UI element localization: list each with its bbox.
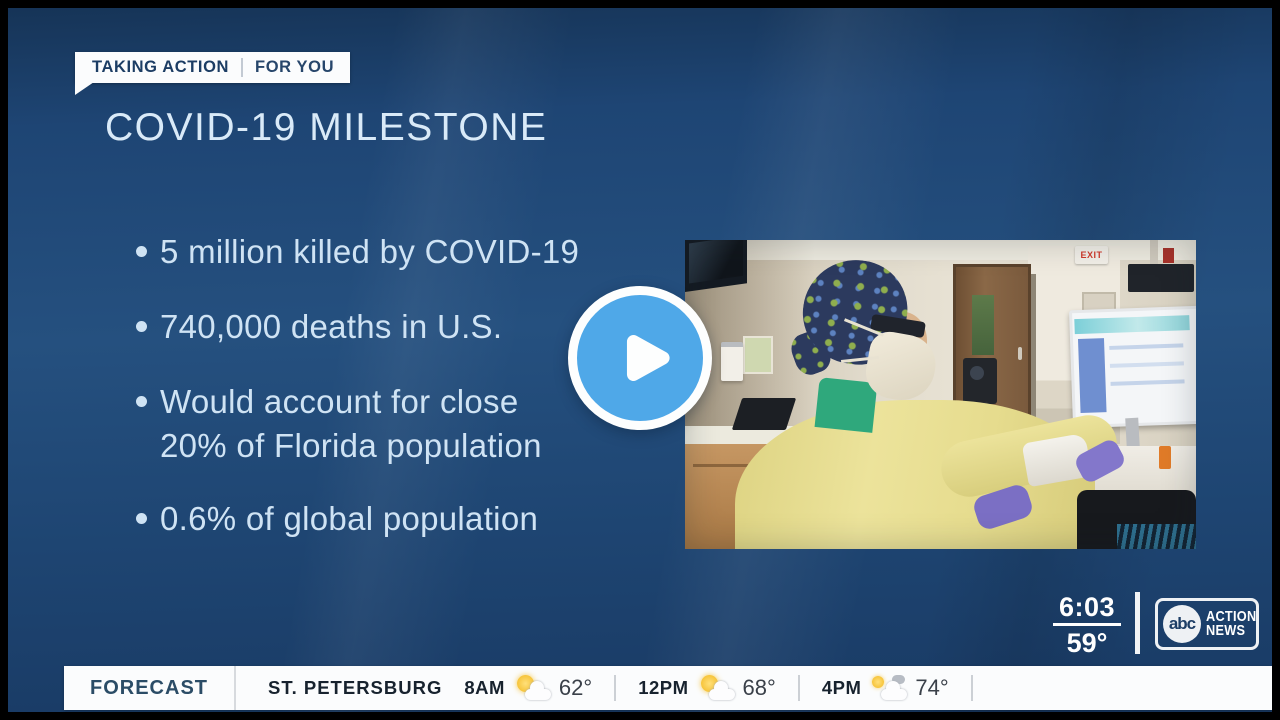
equipment-light xyxy=(1163,248,1174,263)
forecast-divider xyxy=(797,675,800,701)
forecast-entry: 12PM 68° xyxy=(638,674,776,702)
headline: COVID-19 MILESTONE xyxy=(105,106,548,149)
ceiling-mount-pole xyxy=(1150,240,1158,268)
logo-line-news: NEWS xyxy=(1206,622,1246,639)
camera-on-tripod xyxy=(963,358,997,404)
forecast-time: 8AM xyxy=(464,677,505,698)
wall-papers xyxy=(743,336,773,374)
mostly-cloudy-icon xyxy=(871,674,908,702)
bullet-text: 740,000 deaths in U.S. xyxy=(160,305,502,349)
exit-sign: EXIT xyxy=(1075,246,1108,264)
forecast-temp: 62° xyxy=(558,675,593,700)
green-scrubs xyxy=(814,377,878,433)
hallway-corner xyxy=(1028,274,1036,420)
partly-sunny-icon xyxy=(515,674,551,702)
forecast-divider xyxy=(970,675,973,701)
bullet-text: Would account for close 20% of Florida p… xyxy=(160,380,542,468)
status-divider xyxy=(1135,592,1140,654)
cable-bundle xyxy=(1117,524,1196,549)
current-temperature: 59° xyxy=(1066,628,1108,658)
bullet-item: 740,000 deaths in U.S. xyxy=(136,305,736,349)
medicine-bottle xyxy=(1159,446,1171,469)
abc-logo-text: ACTION NEWS xyxy=(1206,607,1257,639)
forecast-city: ST. PETERSBURG xyxy=(268,677,443,698)
bullet-list: 5 million killed by COVID-19 740,000 dea… xyxy=(136,230,736,541)
bullet-line: 20% of Florida population xyxy=(160,427,542,464)
bullet-text: 0.6% of global population xyxy=(160,497,538,541)
gray-cloud-glyph xyxy=(892,675,906,684)
news-graphic-stage: TAKING ACTION FOR YOU COVID-19 MILESTONE… xyxy=(8,8,1272,712)
healthcare-worker-figure xyxy=(725,253,1128,549)
forecast-time: 12PM xyxy=(638,677,689,698)
forecast-entry: 4PM 74° xyxy=(822,674,949,702)
sun-glyph xyxy=(872,676,885,688)
cloud-glyph xyxy=(524,681,551,700)
abc-action-news-logo: abc ACTION NEWS xyxy=(1155,598,1259,650)
bullet-line: 740,000 deaths in U.S. xyxy=(160,308,503,345)
bullet-dot xyxy=(136,513,147,524)
forecast-bar: FORECAST ST. PETERSBURG 8AM 62° 12PM 68° xyxy=(64,666,1272,710)
bullet-line: Would account for close xyxy=(160,383,519,420)
play-icon xyxy=(626,335,670,381)
cloud-glyph xyxy=(881,681,908,700)
bullet-dot xyxy=(136,396,147,407)
badge-divider xyxy=(241,58,244,77)
bullet-dot xyxy=(136,246,147,257)
exit-sign-label: EXIT xyxy=(1080,250,1103,260)
forecast-label: FORECAST xyxy=(64,666,236,710)
forecast-temp: 68° xyxy=(742,675,776,700)
monitor-stand xyxy=(1125,417,1140,449)
clock-underline xyxy=(1053,623,1121,626)
badge-primary-label: TAKING ACTION xyxy=(92,58,230,76)
sanitizer-dispenser xyxy=(721,342,743,381)
bullet-item: 5 million killed by COVID-19 xyxy=(136,230,736,274)
forecast-divider xyxy=(614,675,617,701)
sun-glyph xyxy=(516,675,534,692)
logo-line-action: ACTION xyxy=(1206,607,1257,625)
bullet-line: 5 million killed by COVID-19 xyxy=(160,233,580,270)
bullet-item: 0.6% of global population xyxy=(136,497,736,541)
forecast-entry: 8AM 62° xyxy=(464,674,592,702)
ceiling-equipment xyxy=(1128,264,1194,292)
door-poster xyxy=(972,295,994,355)
sun-glyph xyxy=(700,675,718,692)
partly-sunny-icon xyxy=(699,674,735,702)
forecast-time: 4PM xyxy=(821,677,862,698)
bullet-item: Would account for close 20% of Florida p… xyxy=(136,380,736,468)
clock: 6:03 xyxy=(1058,592,1116,622)
bullet-line: 0.6% of global population xyxy=(160,500,539,537)
abc-logo-circle: abc xyxy=(1163,605,1201,643)
cloud-glyph xyxy=(708,681,735,700)
video-thumbnail[interactable]: EXIT xyxy=(685,240,1196,549)
badge-tail xyxy=(75,82,94,95)
bullet-text: 5 million killed by COVID-19 xyxy=(160,230,579,274)
door-handle xyxy=(1018,347,1022,360)
badge-secondary-label: FOR YOU xyxy=(255,58,335,76)
forecast-temp: 74° xyxy=(915,675,949,700)
play-button[interactable] xyxy=(568,286,712,430)
bullet-dot xyxy=(136,321,147,332)
time-temp-block: 6:03 59° xyxy=(1050,593,1124,657)
show-badge: TAKING ACTION FOR YOU xyxy=(75,52,351,95)
